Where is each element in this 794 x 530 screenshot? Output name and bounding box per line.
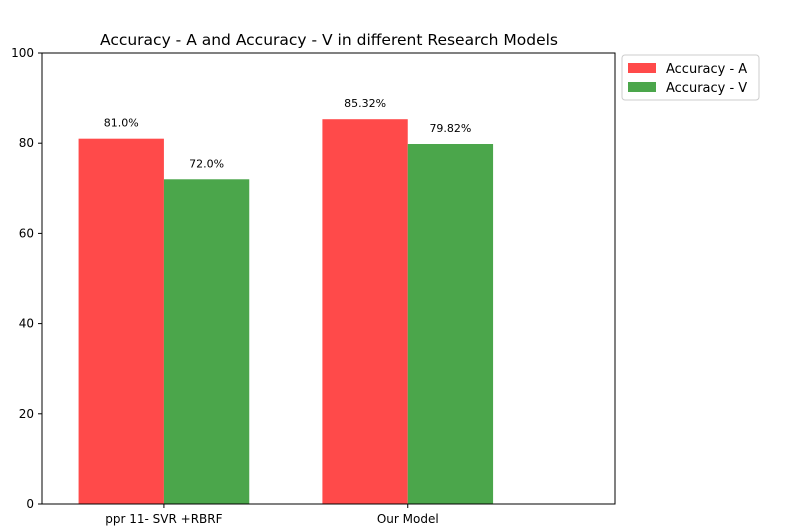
legend-swatch [628, 82, 656, 92]
y-tick-label: 80 [19, 136, 34, 150]
y-axis: 0 20 40 60 80 100 [11, 46, 42, 511]
data-label: 85.32% [344, 97, 386, 110]
bar-accuracy-v-1 [407, 144, 494, 505]
y-tick-label: 60 [19, 226, 34, 240]
bar-accuracy-a-1 [322, 119, 408, 505]
data-labels-group: 81.0% 85.32% 72.0% 79.82% [104, 97, 472, 170]
legend-label: Accuracy - A [666, 62, 747, 77]
y-tick-label: 100 [11, 46, 34, 60]
x-axis: ppr 11- SVR +RBRF Our Model [105, 504, 439, 526]
y-tick-label: 0 [26, 497, 34, 511]
legend: Accuracy - A Accuracy - V [621, 54, 760, 101]
data-label: 72.0% [189, 157, 224, 170]
x-tick-label: ppr 11- SVR +RBRF [105, 512, 222, 526]
legend-label: Accuracy - V [666, 81, 747, 96]
chart-title: Accuracy - A and Accuracy - V in differe… [100, 31, 558, 49]
legend-swatch [628, 63, 656, 73]
bar-accuracy-a-0 [78, 138, 164, 504]
plot-frame [41, 52, 616, 505]
y-tick-label: 20 [19, 407, 34, 421]
legend-box [621, 54, 760, 101]
bar-accuracy-v-0 [163, 179, 250, 504]
y-tick-label: 40 [19, 317, 34, 331]
bars-group [78, 119, 494, 505]
x-tick-label: Our Model [377, 512, 439, 526]
data-label: 81.0% [104, 117, 139, 130]
data-label: 79.82% [429, 122, 471, 135]
